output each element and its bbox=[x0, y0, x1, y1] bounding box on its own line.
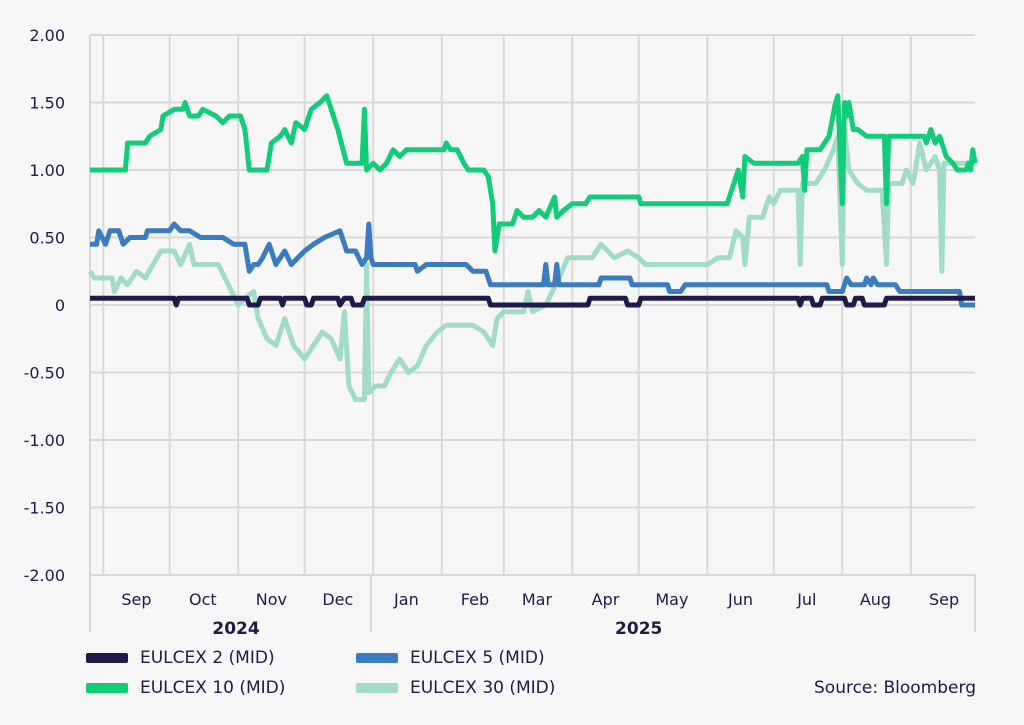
x-tick-label: Aug bbox=[860, 590, 891, 609]
y-tick-label: 2.00 bbox=[29, 26, 65, 45]
y-tick-label: 1.50 bbox=[29, 94, 65, 113]
legend-label-eulcex-2: EULCEX 2 (MID) bbox=[140, 648, 275, 668]
y-tick-label: -0.50 bbox=[24, 364, 65, 383]
year-label: 2024 bbox=[212, 619, 259, 639]
x-tick-label: Jan bbox=[393, 590, 419, 609]
legend-label-eulcex-5: EULCEX 5 (MID) bbox=[410, 648, 545, 668]
x-tick-label: Nov bbox=[256, 590, 287, 609]
legend-swatch-eulcex-2 bbox=[86, 653, 128, 663]
legend-item-eulcex-10: EULCEX 10 (MID) bbox=[86, 678, 285, 698]
source-note: Source: Bloomberg bbox=[814, 678, 976, 698]
y-tick-label: -2.00 bbox=[24, 566, 65, 585]
legend-item-eulcex-5: EULCEX 5 (MID) bbox=[356, 648, 545, 668]
series-line-eulcex-10-mid bbox=[90, 93, 978, 254]
y-tick-label: -1.00 bbox=[24, 431, 65, 450]
legend-label-eulcex-30: EULCEX 30 (MID) bbox=[410, 678, 556, 698]
x-tick-label: Apr bbox=[592, 590, 620, 609]
x-tick-label: Sep bbox=[929, 590, 959, 609]
y-tick-label: 0.50 bbox=[29, 229, 65, 248]
x-tick-label: Sep bbox=[121, 590, 151, 609]
legend: EULCEX 2 (MID) EULCEX 5 (MID) EULCEX 10 … bbox=[86, 648, 986, 718]
x-tick-label: Jun bbox=[727, 590, 753, 609]
line-chart: 2.00 1.50 1.00 0.50 0 -0.50 -1.00 -1.50 -2.00 Se… bbox=[24, 26, 978, 639]
x-axis: Sep Oct Nov Dec Jan Feb Mar Apr May Jun Jul Aug Sep 2… bbox=[89, 574, 976, 639]
legend-swatch-eulcex-10 bbox=[86, 683, 128, 693]
y-axis: 2.00 1.50 1.00 0.50 0 -0.50 -1.00 -1.50 -2.00 bbox=[24, 26, 65, 585]
legend-swatch-eulcex-30 bbox=[356, 683, 398, 693]
x-tick-label: Oct bbox=[189, 590, 217, 609]
year-label: 2025 bbox=[615, 619, 662, 639]
y-tick-label: 1.00 bbox=[29, 161, 65, 180]
x-tick-label: Dec bbox=[322, 590, 353, 609]
y-tick-label: -1.50 bbox=[24, 499, 65, 518]
legend-label-eulcex-10: EULCEX 10 (MID) bbox=[140, 678, 286, 698]
x-tick-label: Jul bbox=[796, 590, 816, 609]
x-tick-label: May bbox=[655, 590, 688, 609]
x-tick-label: Feb bbox=[461, 590, 489, 609]
y-tick-label: 0 bbox=[55, 296, 65, 315]
legend-swatch-eulcex-5 bbox=[356, 653, 398, 663]
legend-item-eulcex-30: EULCEX 30 (MID) bbox=[356, 678, 555, 698]
series-line-eulcex-2-mid bbox=[90, 295, 975, 308]
x-tick-label: Mar bbox=[522, 590, 553, 609]
series-lines bbox=[87, 93, 978, 402]
series-line-eulcex-5-mid bbox=[90, 221, 975, 308]
legend-item-eulcex-2: EULCEX 2 (MID) bbox=[86, 648, 275, 668]
